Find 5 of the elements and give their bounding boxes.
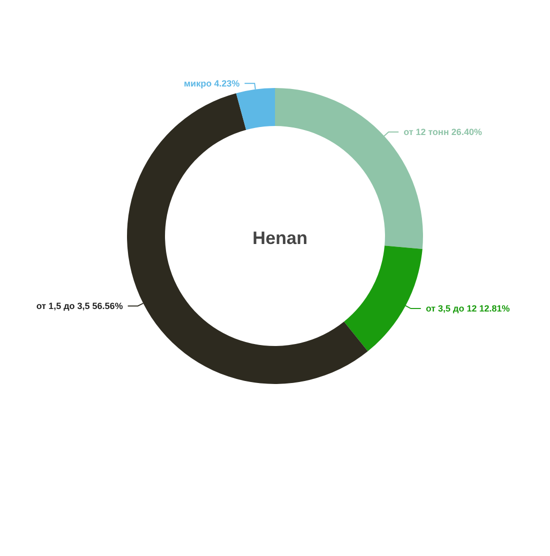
text: Henan xyxy=(252,228,308,248)
slice-label: от 12 тонн 26.40% xyxy=(404,127,482,137)
slice-label: от 1,5 до 3,5 56.56% xyxy=(36,301,123,311)
slice-label: микро 4.23% xyxy=(184,78,240,88)
slice-label: от 3,5 до 12 12.81% xyxy=(426,304,510,314)
